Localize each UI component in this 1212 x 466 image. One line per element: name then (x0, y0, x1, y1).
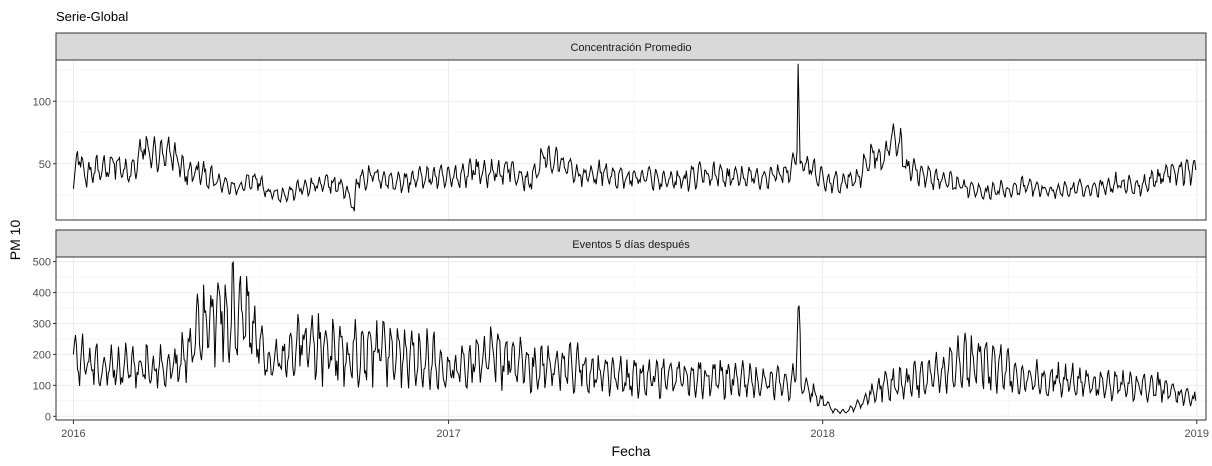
panel-eventos: Eventos 5 días después 0 100 200 300 400 500 (33, 229, 1207, 423)
x-tick-label: 2019 (1185, 428, 1209, 440)
x-axis-ticks: 2016 2017 2018 2019 (61, 420, 1209, 440)
panel-border (55, 256, 1207, 421)
panel-background (56, 257, 1206, 420)
y-axis-ticks: 50 100 (33, 96, 56, 171)
y-tick-label: 0 (45, 411, 51, 423)
y-tick-label: 200 (33, 349, 51, 361)
series-line-eventos (72, 261, 1197, 415)
strip-label: Concentración Promedio (570, 42, 691, 54)
panel-concentracion: Concentración Promedio 50 100 (33, 32, 1207, 221)
y-tick-label: 400 (33, 288, 51, 300)
strip-background (55, 229, 1207, 258)
x-axis-title: Fecha (612, 443, 651, 459)
x-tick-label: 2016 (61, 428, 85, 440)
y-tick-label: 50 (39, 159, 51, 171)
y-tick-label: 300 (33, 318, 51, 330)
plot-title: Serie-Global (56, 9, 128, 24)
y-tick-label: 100 (33, 96, 51, 108)
y-tick-label: 100 (33, 380, 51, 392)
panel-border (55, 59, 1207, 221)
panel-background (56, 60, 1206, 220)
x-tick-label: 2018 (810, 428, 834, 440)
strip-label: Eventos 5 días después (572, 239, 690, 251)
x-tick-label: 2017 (436, 428, 460, 440)
y-axis-title: PM 10 (7, 220, 23, 261)
y-axis-ticks: 0 100 200 300 400 500 (33, 257, 56, 423)
panel-grid (56, 60, 1206, 220)
strip-background (55, 32, 1207, 61)
panel-grid (56, 257, 1206, 420)
y-tick-label: 500 (33, 257, 51, 269)
series-line-concentracion (72, 63, 1197, 212)
